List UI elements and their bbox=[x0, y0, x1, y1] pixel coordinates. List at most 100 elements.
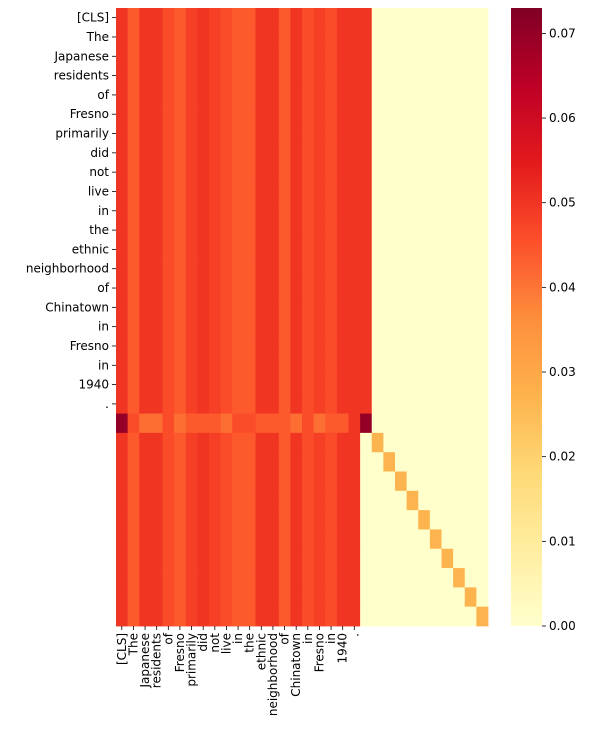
y-tick-label: 1940 bbox=[78, 378, 109, 392]
heatmap-cell bbox=[267, 143, 280, 163]
heatmap-cell bbox=[395, 510, 408, 530]
heatmap-cell bbox=[232, 8, 245, 28]
heatmap-cell bbox=[150, 65, 163, 86]
heatmap-cell bbox=[325, 568, 338, 588]
heatmap-cell bbox=[441, 374, 454, 395]
heatmap-cell bbox=[441, 297, 454, 318]
heatmap-cell bbox=[220, 317, 233, 337]
heatmap-cell bbox=[476, 374, 489, 395]
heatmap-cell bbox=[243, 529, 256, 550]
heatmap-cell bbox=[174, 8, 187, 28]
heatmap-cell bbox=[174, 568, 187, 588]
heatmap-cell bbox=[348, 85, 361, 105]
heatmap-cell bbox=[360, 220, 373, 241]
heatmap-cell bbox=[406, 278, 419, 299]
y-tick-label: The bbox=[86, 30, 109, 44]
heatmap-cell bbox=[174, 201, 187, 221]
heatmap-cell bbox=[127, 394, 140, 414]
heatmap-cell bbox=[116, 162, 129, 183]
heatmap-cell bbox=[476, 143, 489, 163]
heatmap-cell bbox=[325, 162, 338, 183]
heatmap-cell bbox=[336, 394, 349, 414]
heatmap-cell bbox=[441, 201, 454, 221]
heatmap-cell bbox=[150, 8, 163, 28]
heatmap-cell bbox=[429, 548, 442, 569]
heatmap-cell bbox=[290, 104, 303, 125]
heatmap-cell bbox=[232, 278, 245, 299]
heatmap-cell bbox=[209, 317, 222, 337]
heatmap-cell bbox=[255, 336, 268, 357]
y-tick-labels: [CLS] The Japanese residents of Fresno primari… bbox=[26, 11, 116, 411]
heatmap-cell bbox=[278, 355, 291, 376]
heatmap-cell bbox=[336, 452, 349, 472]
heatmap-cell bbox=[464, 587, 477, 608]
heatmap-cell bbox=[302, 336, 315, 357]
heatmap-cell bbox=[383, 123, 396, 144]
heatmap-cell bbox=[220, 452, 233, 472]
heatmap-cell bbox=[278, 432, 291, 453]
heatmap-cell bbox=[360, 413, 373, 434]
heatmap-cell bbox=[406, 548, 419, 569]
heatmap-cell bbox=[383, 606, 396, 627]
heatmap-cell bbox=[185, 490, 198, 511]
heatmap-cell bbox=[174, 162, 187, 183]
heatmap-cell bbox=[325, 529, 338, 550]
heatmap-cell bbox=[429, 46, 442, 67]
heatmap-cell bbox=[429, 104, 442, 125]
heatmap-cell bbox=[220, 606, 233, 627]
heatmap-cell bbox=[429, 85, 442, 105]
heatmap-cell bbox=[476, 162, 489, 183]
heatmap-cell bbox=[267, 65, 280, 86]
heatmap-cell bbox=[150, 490, 163, 511]
heatmap-cell bbox=[476, 394, 489, 414]
heatmap-cell bbox=[255, 27, 268, 48]
heatmap-cell bbox=[150, 317, 163, 337]
heatmap-cell bbox=[116, 490, 129, 511]
heatmap-cell bbox=[290, 529, 303, 550]
heatmap-cell bbox=[255, 568, 268, 588]
heatmap-cell bbox=[185, 394, 198, 414]
heatmap-cell bbox=[464, 123, 477, 144]
heatmap-cell bbox=[116, 297, 129, 318]
heatmap-cell bbox=[150, 432, 163, 453]
heatmap-cell bbox=[267, 317, 280, 337]
heatmap-cell bbox=[371, 85, 384, 105]
heatmap-cell bbox=[313, 297, 326, 318]
heatmap-cell bbox=[139, 587, 152, 608]
heatmap-cell bbox=[360, 85, 373, 105]
heatmap-cell bbox=[441, 529, 454, 550]
heatmap-cell bbox=[220, 162, 233, 183]
heatmap-cell bbox=[232, 259, 245, 279]
heatmap-cell bbox=[464, 201, 477, 221]
heatmap-cell bbox=[278, 336, 291, 357]
heatmap-cell bbox=[348, 143, 361, 163]
heatmap-cell bbox=[162, 394, 175, 414]
heatmap-cell bbox=[267, 46, 280, 67]
heatmap-cell bbox=[232, 568, 245, 588]
heatmap-cell bbox=[255, 355, 268, 376]
heatmap-cell bbox=[197, 46, 210, 67]
heatmap-cell bbox=[127, 568, 140, 588]
heatmap-cell bbox=[453, 548, 466, 569]
heatmap-cell bbox=[336, 510, 349, 530]
heatmap-cell bbox=[302, 239, 315, 260]
heatmap-cell bbox=[371, 123, 384, 144]
heatmap-cell bbox=[371, 181, 384, 202]
heatmap-cell bbox=[418, 278, 431, 299]
heatmap-cell bbox=[267, 529, 280, 550]
heatmap-cell bbox=[302, 529, 315, 550]
heatmap-cell bbox=[162, 336, 175, 357]
heatmap-cell bbox=[453, 239, 466, 260]
heatmap-cell bbox=[336, 413, 349, 434]
heatmap-cell bbox=[302, 471, 315, 492]
heatmap-cell bbox=[371, 568, 384, 588]
heatmap-cell bbox=[139, 374, 152, 395]
heatmap-cell bbox=[325, 65, 338, 86]
heatmap-cell bbox=[418, 606, 431, 627]
heatmap-cell bbox=[209, 85, 222, 105]
heatmap-cell bbox=[243, 568, 256, 588]
heatmap-cell bbox=[278, 8, 291, 28]
heatmap-cell bbox=[127, 259, 140, 279]
heatmap-cell bbox=[383, 394, 396, 414]
heatmap-cell bbox=[197, 8, 210, 28]
